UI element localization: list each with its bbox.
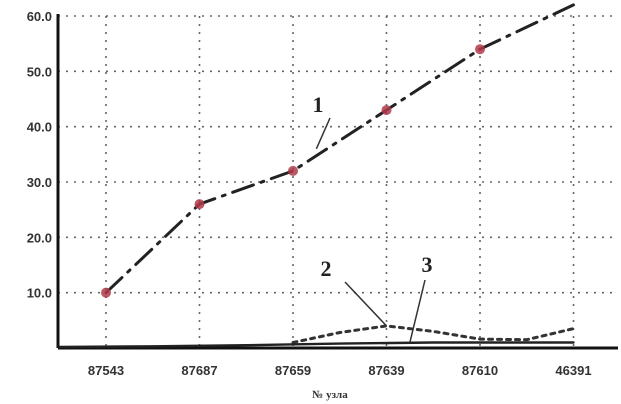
series-point-1 <box>475 44 485 55</box>
series-point-1 <box>288 165 298 176</box>
series-point-1 <box>381 105 392 116</box>
series-line-1 <box>104 3 575 295</box>
chart-grid <box>58 15 614 348</box>
y-tick-label: 60.0 <box>27 9 52 24</box>
chart-axes <box>56 14 618 350</box>
series-line-3 <box>58 341 575 349</box>
chart-tick-labels: 10.0 20.0 30.0 40.0 50.0 60.0 87543 87687 87659 8… <box>27 9 592 378</box>
x-tick-label: 87659 <box>275 363 311 378</box>
annotation-leader <box>344 281 388 327</box>
annotation-leader <box>315 117 331 150</box>
annotation-label: 3 <box>422 252 433 277</box>
series-line-2 <box>291 324 575 344</box>
series-point-1 <box>194 199 205 210</box>
series-point-1 <box>101 287 111 298</box>
annotation-label: 2 <box>321 256 332 281</box>
y-tick-label: 50.0 <box>27 64 52 79</box>
annotation-label: 1 <box>313 92 324 117</box>
chart-annotations: 1 2 3 <box>313 92 433 343</box>
x-tick-label: 87687 <box>181 363 217 378</box>
x-tick-label: 87543 <box>88 363 124 378</box>
x-tick-label: 46391 <box>555 363 591 378</box>
x-tick-label: 87639 <box>368 363 404 378</box>
y-tick-label: 30.0 <box>27 175 52 190</box>
chart-series <box>58 3 575 349</box>
y-tick-label: 40.0 <box>27 120 52 135</box>
x-tick-label: 87610 <box>462 363 498 378</box>
y-tick-label: 10.0 <box>27 286 52 301</box>
x-axis-title: № узла <box>312 389 348 401</box>
y-tick-label: 20.0 <box>27 230 52 245</box>
annotation-leader <box>409 279 426 343</box>
